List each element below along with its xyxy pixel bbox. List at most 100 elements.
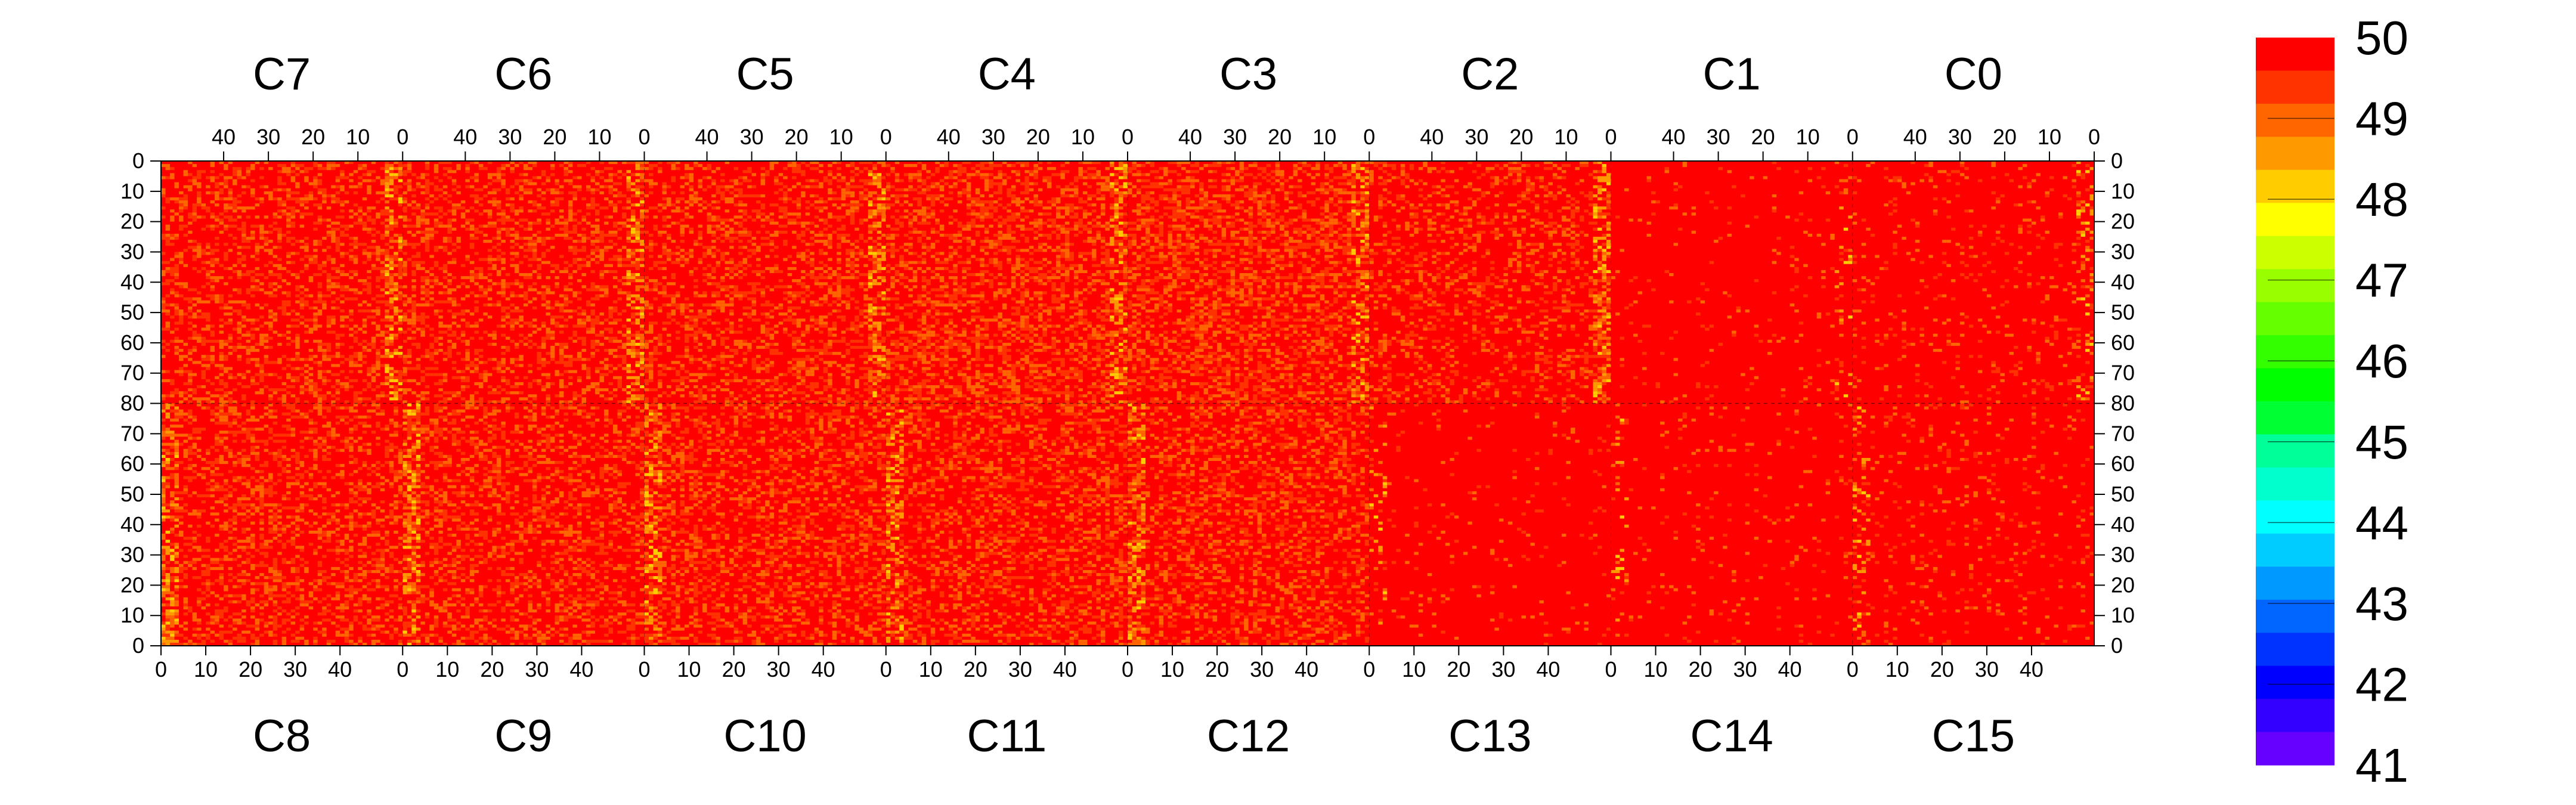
heatmap-cell [711,231,716,234]
heatmap-cell [224,312,228,315]
heatmap-cell [291,379,296,382]
heatmap-cell [420,327,425,330]
heatmap-cell [555,179,559,182]
heatmap-cell [322,382,327,385]
heatmap-cell [734,349,739,352]
heatmap-cell [331,240,336,243]
heatmap-cell [765,215,770,218]
heatmap-cell [219,355,224,358]
heatmap-cell [707,346,712,349]
heatmap-cell [492,282,497,285]
heatmap-cell [850,215,855,218]
heatmap-cell [859,203,864,206]
heatmap-cell [599,255,604,258]
heatmap-cell [815,185,819,188]
heatmap-cell [667,252,671,255]
heatmap-cell [268,315,273,318]
heatmap-cell [264,346,269,349]
heatmap-cell [779,188,784,191]
heatmap-cell [810,203,815,206]
heatmap-cell [841,315,846,318]
heatmap-cell [658,379,662,382]
heatmap-cell [792,212,797,215]
heatmap-cell [622,215,627,218]
heatmap-cell [291,385,296,388]
heatmap-cell [237,276,242,279]
heatmap-cell [474,176,479,179]
heatmap-cell [761,382,766,385]
heatmap-cell [689,215,694,218]
heatmap-cell [828,276,832,279]
heatmap-cell [854,240,859,243]
heatmap-cell [402,215,407,218]
heatmap-cell [175,185,179,188]
heatmap-cell [617,264,622,267]
heatmap-cell [631,228,636,231]
heatmap-cell [510,206,515,209]
heatmap-cell [429,298,434,301]
heatmap-cell [465,170,470,173]
heatmap-cell [689,358,694,361]
heatmap-cell [380,391,385,394]
heatmap-cell [707,373,712,376]
heatmap-cell [461,212,466,215]
heatmap-cell [541,170,546,173]
heatmap-cell [452,203,457,206]
heatmap-cell [411,321,416,324]
heatmap-cell [868,249,873,252]
heatmap-cell [702,312,707,315]
heatmap-cell [720,301,725,304]
heatmap-cell [452,170,457,173]
heatmap-cell [747,391,752,394]
heatmap-cell [595,298,600,301]
heatmap-cell [622,222,627,225]
heatmap-cell [617,312,622,315]
heatmap-cell [815,225,819,228]
heatmap-cell [654,182,658,185]
heatmap-cell [510,340,515,343]
heatmap-cell [242,318,246,321]
heatmap-cell [255,349,260,352]
heatmap-cell [264,185,269,188]
heatmap-cell [336,197,340,200]
heatmap-cell [206,225,210,228]
heatmap-cell [877,376,882,379]
heatmap-cell [340,173,345,176]
heatmap-cell [402,164,407,167]
heatmap-cell [608,391,612,394]
heatmap-cell [698,309,703,312]
heatmap-cell [492,258,497,261]
heatmap-cell [367,170,371,173]
heatmap-cell [774,191,779,194]
heatmap-cell [389,285,394,288]
heatmap-cell [854,173,859,176]
heatmap-cell [671,379,676,382]
heatmap-cell [801,270,806,273]
heatmap-cell [420,240,425,243]
heatmap-cell [224,370,228,373]
heatmap-cell [277,203,282,206]
heatmap-cell [707,276,712,279]
heatmap-cell [452,361,457,364]
heatmap-cell [837,291,841,294]
heatmap-cell [515,179,519,182]
heatmap-cell [756,212,761,215]
heatmap-cell [846,276,850,279]
heatmap-cell [720,379,725,382]
heatmap-cell [179,373,184,376]
heatmap-cell [394,185,398,188]
heatmap-cell [447,352,452,355]
heatmap-cell [626,376,631,379]
heatmap-cell [237,252,242,255]
heatmap-cell [590,331,595,334]
heatmap-cell [877,267,882,270]
heatmap-cell [738,234,743,237]
heatmap-cell [617,176,622,179]
heatmap-cell [170,331,175,334]
heatmap-cell [488,400,493,403]
heatmap-cell [640,315,645,318]
heatmap-cell [447,288,452,291]
heatmap-cell [385,209,389,212]
heatmap-cell [756,258,761,261]
heatmap-cell [779,373,784,376]
